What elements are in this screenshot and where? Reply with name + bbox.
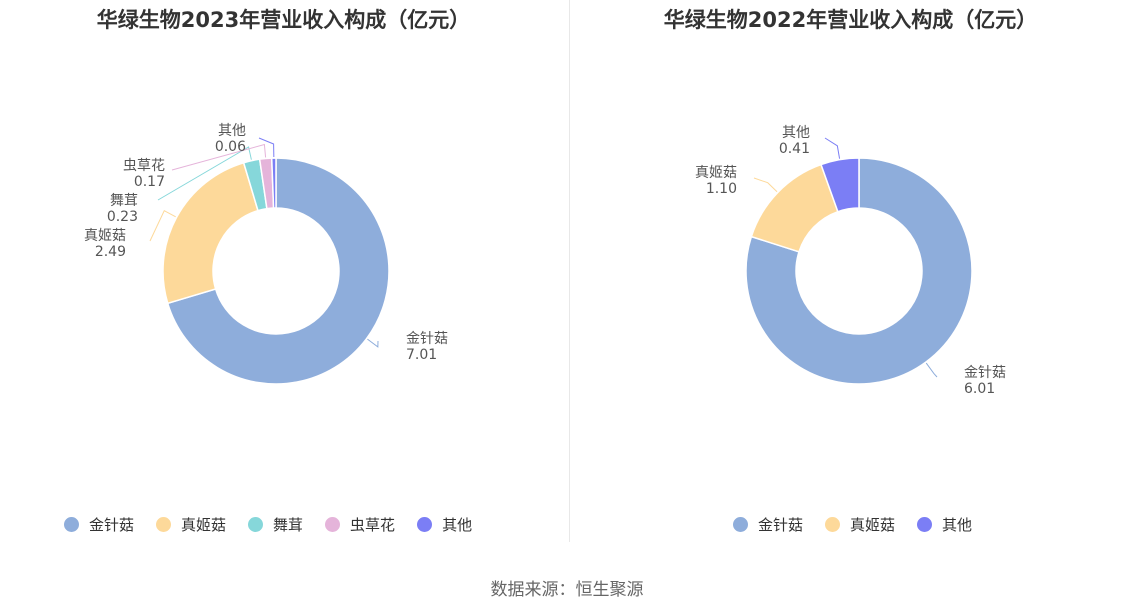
slice-label-金针菇: 金针菇 [406, 331, 448, 347]
donut-slice-金针菇[interactable] [166, 157, 390, 385]
legend-dot-icon [417, 517, 433, 532]
legend-dot-icon [156, 517, 172, 532]
chart-title-2022: 华绿生物2022年营业收入构成（亿元） [663, 8, 1038, 32]
legend-item-其他[interactable]: 其他 [417, 514, 472, 535]
legend-item-舞茸[interactable]: 舞茸 [248, 514, 303, 535]
legend-dot-icon [325, 517, 341, 532]
legend-label: 虫草花 [350, 516, 396, 534]
leader-line-真姬菇 [149, 209, 176, 242]
legend-item-其他[interactable]: 其他 [917, 514, 972, 535]
leader-line-舞茸 [157, 146, 252, 201]
slice-label-真姬菇: 真姬菇 [695, 165, 737, 181]
leader-line-真姬菇 [753, 177, 778, 193]
donut-slice-真姬菇[interactable] [162, 161, 259, 305]
slice-value-金针菇: 7.01 [406, 347, 437, 363]
donut-slice-真姬菇[interactable] [750, 163, 839, 253]
chart-title-2023: 华绿生物2023年营业收入构成（亿元） [96, 8, 471, 32]
legend-label: 其他 [942, 516, 973, 534]
slice-value-其他: 0.41 [779, 141, 810, 157]
legend-label: 舞茸 [273, 516, 304, 534]
legend-item-金针菇[interactable]: 金针菇 [64, 514, 134, 535]
legend-dot-icon [825, 517, 841, 532]
donut-slice-其他[interactable] [270, 157, 277, 209]
legend-label: 真姬菇 [850, 516, 896, 534]
slice-label-其他: 其他 [218, 123, 246, 139]
slice-label-金针菇: 金针菇 [964, 365, 1006, 381]
slice-value-真姬菇: 1.10 [706, 181, 737, 197]
legend-item-金针菇[interactable]: 金针菇 [733, 514, 803, 535]
leader-line-其他 [258, 137, 275, 158]
slice-label-其他: 其他 [782, 125, 810, 141]
leader-line-金针菇 [925, 362, 938, 378]
slice-value-真姬菇: 2.49 [95, 244, 126, 260]
leader-line-金针菇 [367, 338, 379, 348]
legend-dot-icon [733, 517, 748, 532]
slice-value-舞茸: 0.23 [107, 209, 138, 225]
legend-item-虫草花[interactable]: 虫草花 [325, 514, 395, 535]
legend-dot-icon [917, 517, 933, 532]
legend-label: 真姬菇 [181, 516, 227, 534]
data-source: 数据来源：恒生聚源 [490, 580, 644, 600]
legend-dot-icon [248, 517, 264, 532]
legend-label: 金针菇 [758, 516, 804, 534]
slice-value-虫草花: 0.17 [134, 174, 165, 190]
legend-item-真姬菇[interactable]: 真姬菇 [825, 514, 895, 535]
donut-slice-金针菇[interactable] [745, 157, 973, 385]
legend-2023: 金针菇 真姬菇 舞茸 虫草花 其他 [64, 514, 472, 535]
slice-label-虫草花: 虫草花 [123, 158, 165, 174]
legend-2022: 金针菇 真姬菇 其他 [733, 514, 972, 535]
slice-value-其他: 0.06 [215, 139, 246, 155]
legend-item-真姬菇[interactable]: 真姬菇 [156, 514, 226, 535]
donut-slice-其他[interactable] [820, 157, 860, 213]
slice-value-金针菇: 6.01 [964, 381, 995, 397]
slice-label-舞茸: 舞茸 [110, 193, 138, 209]
leader-line-其他 [824, 137, 841, 159]
legend-label: 其他 [442, 516, 473, 534]
legend-label: 金针菇 [89, 516, 135, 534]
leader-line-虫草花 [171, 143, 267, 171]
legend-dot-icon [64, 517, 79, 532]
slice-label-真姬菇: 真姬菇 [84, 228, 126, 244]
chart-divider [569, 0, 570, 542]
